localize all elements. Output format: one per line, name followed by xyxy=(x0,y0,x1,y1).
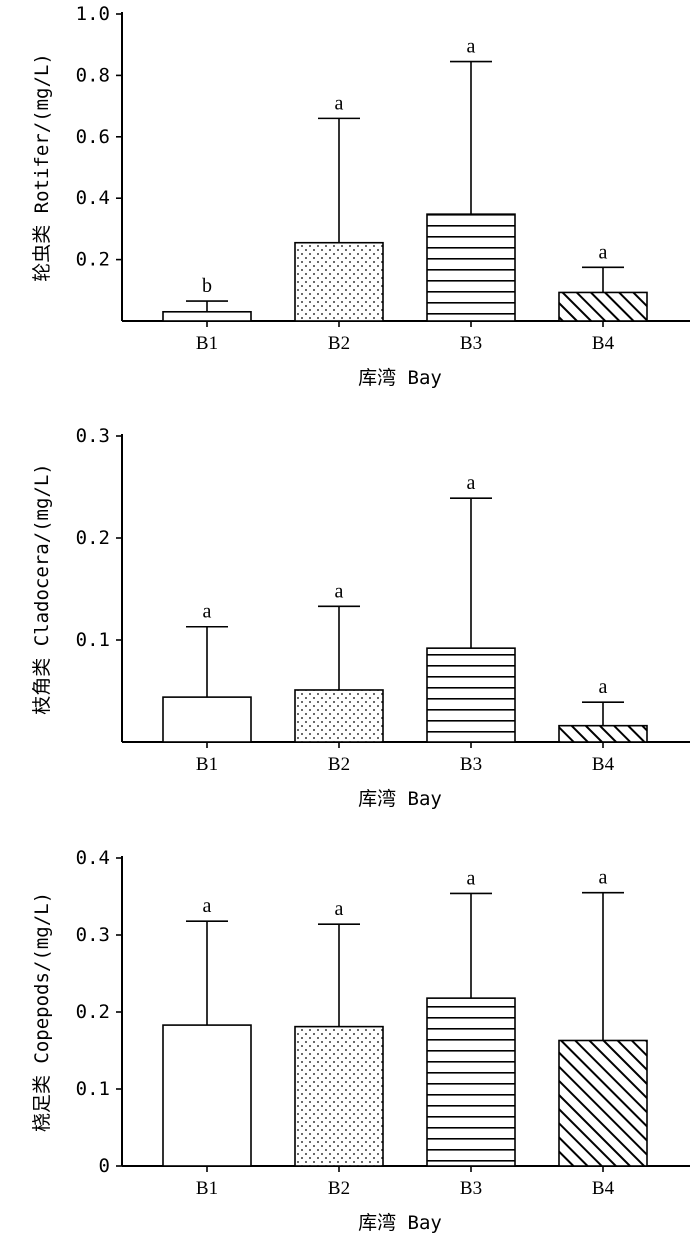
y-tick-label: 0.4 xyxy=(76,847,110,869)
y-tick-label: 0.2 xyxy=(76,527,110,549)
significance-label: a xyxy=(467,867,476,889)
x-axis-title: 库湾 Bay xyxy=(358,367,442,389)
bar-b1 xyxy=(162,696,252,743)
y-axis-title: 枝角类 Cladocera/(mg/L) xyxy=(31,463,53,714)
significance-label: a xyxy=(599,241,608,263)
bar-b3 xyxy=(426,997,516,1167)
bar-b3 xyxy=(426,647,516,743)
x-tick-label: B1 xyxy=(196,333,218,354)
x-tick-label: B4 xyxy=(592,333,615,354)
bar-b2 xyxy=(294,689,384,743)
significance-label: b xyxy=(202,275,212,297)
significance-label: a xyxy=(335,898,344,920)
bar-b4 xyxy=(558,724,648,743)
x-tick-label: B3 xyxy=(460,754,482,775)
rotifer-chart: 0.2 0.4 0.6 0.8 1.0 b B1 a B2 a B3 a B4 库湾 Bay 轮虫类 Rot… xyxy=(31,3,690,389)
x-tick-label: B4 xyxy=(592,754,615,775)
significance-label: a xyxy=(467,472,476,494)
y-tick-label: 0.1 xyxy=(76,1078,110,1100)
y-tick-label: 0.4 xyxy=(76,187,110,209)
y-tick-label: 0.3 xyxy=(76,425,110,447)
significance-label: a xyxy=(599,867,608,889)
bar-b1 xyxy=(162,310,252,322)
y-tick-label: 0.6 xyxy=(76,126,110,148)
x-tick-label: B3 xyxy=(460,1178,482,1199)
y-tick-label: 0.1 xyxy=(76,629,110,651)
y-tick-label: 1.0 xyxy=(76,3,110,25)
significance-label: a xyxy=(335,92,344,114)
x-tick-label: B2 xyxy=(328,754,350,775)
bar-b3 xyxy=(426,213,516,322)
x-tick-label: B2 xyxy=(328,333,350,354)
y-tick-label: 0.3 xyxy=(76,924,110,946)
y-tick-label: 0.2 xyxy=(76,1001,110,1023)
significance-label: a xyxy=(599,676,608,698)
y-tick-label: 0.8 xyxy=(76,64,110,86)
cladocera-chart: 0.1 0.2 0.3 a B1 a B2 a B3 a B4 库湾 Bay 枝角类 Cladocera… xyxy=(31,425,690,810)
y-tick-label: 0 xyxy=(99,1155,110,1177)
y-tick-label: 0.2 xyxy=(76,249,110,271)
significance-label: a xyxy=(203,601,212,623)
x-tick-label: B1 xyxy=(196,754,218,775)
bar-b4 xyxy=(558,291,648,322)
significance-label: a xyxy=(203,895,212,917)
y-axis-title: 桡足类 Copepods/(mg/L) xyxy=(31,892,53,1132)
bar-b2 xyxy=(294,1025,384,1167)
x-tick-label: B4 xyxy=(592,1178,615,1199)
copepods-chart: 0 0.1 0.2 0.3 0.4 a B1 a B2 a B3 a B4 库湾 Bay 桡足类 Copep… xyxy=(31,847,690,1234)
x-axis-title: 库湾 Bay xyxy=(358,1212,442,1234)
x-tick-label: B1 xyxy=(196,1178,218,1199)
bar-b4 xyxy=(558,1039,648,1167)
significance-label: a xyxy=(335,580,344,602)
y-axis-title: 轮虫类 Rotifer/(mg/L) xyxy=(31,53,53,282)
x-tick-label: B2 xyxy=(328,1178,350,1199)
x-tick-label: B3 xyxy=(460,333,482,354)
significance-label: a xyxy=(467,36,476,58)
bar-b2 xyxy=(294,241,384,322)
bar-b1 xyxy=(162,1024,252,1167)
x-axis-title: 库湾 Bay xyxy=(358,788,442,810)
